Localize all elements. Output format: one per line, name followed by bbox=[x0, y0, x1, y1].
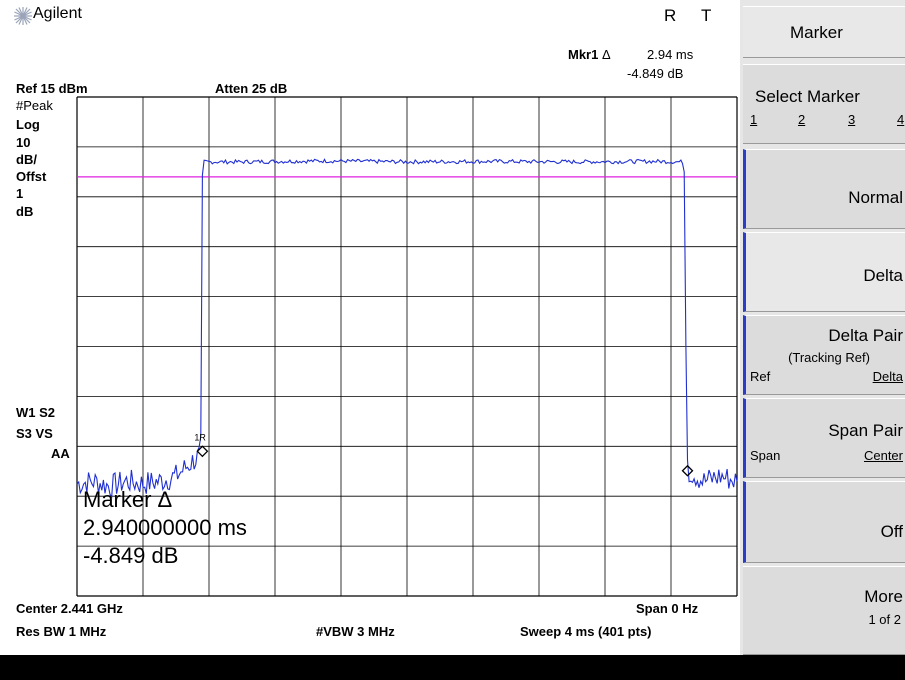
normal-key-label: Normal bbox=[848, 188, 903, 207]
more-key-label: More bbox=[864, 587, 903, 606]
select-marker-option-2: 2 bbox=[798, 112, 806, 127]
select-marker-key[interactable]: Select Marker 1 2 3 4 bbox=[743, 64, 905, 144]
scale-line-4: 1 bbox=[16, 186, 24, 201]
marker-delta-readout: Marker Δ 2.940000000 ms -4.849 dB bbox=[83, 486, 247, 570]
window-line-1: S3 VS bbox=[16, 426, 53, 441]
scale-line-3: Offst bbox=[16, 169, 47, 184]
select-marker-label: Select Marker bbox=[755, 87, 860, 106]
off-key-label: Off bbox=[880, 522, 903, 541]
resolution-bandwidth: Res BW 1 MHz bbox=[16, 624, 107, 639]
delta-pair-delta-option: Delta bbox=[872, 369, 903, 384]
scale-line-1: 10 bbox=[16, 135, 31, 150]
scale-line-2: dB/ bbox=[16, 152, 37, 167]
scale-line-0: Log bbox=[16, 117, 40, 132]
marker-1r-label: 1R bbox=[194, 432, 206, 442]
graticule bbox=[76, 96, 738, 597]
normal-key[interactable]: Normal bbox=[743, 149, 905, 229]
marker-delta-amplitude: -4.849 dB bbox=[83, 543, 179, 568]
delta-pair-key[interactable]: Delta Pair (Tracking Ref) Ref Delta bbox=[743, 315, 905, 395]
marker-1-diamond-icon bbox=[681, 464, 694, 477]
marker-readout-amplitude: -4.849 dB bbox=[627, 66, 684, 81]
delta-key[interactable]: Delta bbox=[743, 232, 905, 312]
delta-symbol: Δ bbox=[602, 47, 611, 62]
markers bbox=[196, 445, 694, 477]
marker-delta-title: Marker Δ bbox=[83, 487, 173, 512]
video-bandwidth: #VBW 3 MHz bbox=[316, 624, 395, 639]
reference-level: Ref 15 dBm bbox=[16, 81, 88, 96]
span-pair-center-option: Center bbox=[863, 448, 903, 463]
delta-key-label: Delta bbox=[863, 266, 903, 285]
select-marker-option-4: 4 bbox=[897, 112, 905, 127]
menu-title: Marker bbox=[743, 6, 905, 58]
more-key-sub: 1 of 2 bbox=[868, 612, 901, 627]
attenuation: Atten 25 dB bbox=[215, 81, 288, 96]
brand-name: Agilent bbox=[33, 5, 82, 22]
marker-1r-diamond-icon bbox=[196, 445, 209, 458]
span-pair-key[interactable]: Span Pair Span Center bbox=[743, 398, 905, 478]
off-key[interactable]: Off bbox=[743, 481, 905, 563]
scale-line-5: dB bbox=[16, 204, 34, 219]
span-pair-label: Span Pair bbox=[828, 421, 903, 440]
delta-pair-ref-option: Ref bbox=[750, 369, 771, 384]
title-bar: Agilent R T bbox=[0, 0, 740, 38]
delta-pair-label: Delta Pair bbox=[828, 326, 903, 345]
detector-mode: #Peak bbox=[16, 98, 53, 113]
remote-indicator: R bbox=[664, 6, 677, 25]
status-message-bar bbox=[0, 655, 905, 680]
span: Span 0 Hz bbox=[636, 601, 699, 616]
window-line-0: W1 S2 bbox=[16, 405, 56, 420]
marker-readout-label: Mkr1 bbox=[568, 47, 599, 62]
delta-pair-sub: (Tracking Ref) bbox=[788, 350, 870, 365]
window-line-2: AA bbox=[51, 446, 70, 461]
agilent-spark-logo-icon bbox=[14, 7, 32, 25]
more-key[interactable]: More 1 of 2 bbox=[743, 566, 905, 655]
center-frequency: Center 2.441 GHz bbox=[16, 601, 123, 616]
softkey-panel: Marker Select Marker 1 2 3 4 Normal Delt… bbox=[740, 0, 905, 655]
marker-delta-time: 2.940000000 ms bbox=[83, 515, 247, 540]
trace-1 bbox=[76, 158, 738, 499]
span-pair-span-option: Span bbox=[750, 448, 781, 463]
menu-title-label: Marker bbox=[790, 23, 843, 42]
select-marker-option-3: 3 bbox=[848, 112, 856, 127]
marker-readout-time: 2.94 ms bbox=[647, 47, 694, 62]
spectrum-display: 1R bbox=[76, 96, 738, 597]
sweep-time: Sweep 4 ms (401 pts) bbox=[520, 624, 652, 639]
trigger-indicator: T bbox=[701, 6, 712, 25]
select-marker-option-1: 1 bbox=[750, 112, 758, 127]
